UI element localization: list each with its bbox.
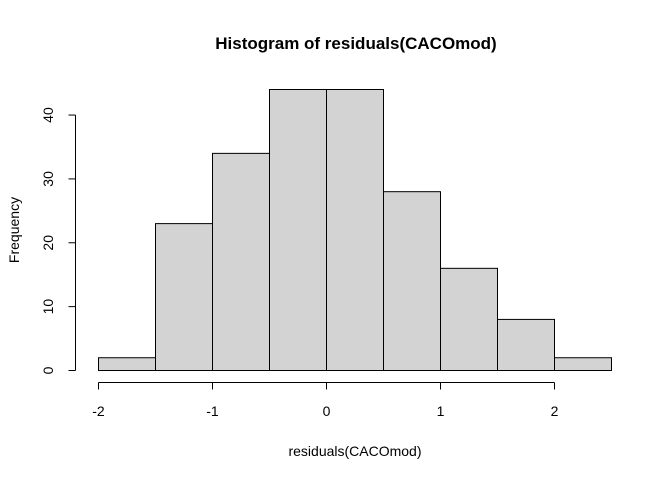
chart-title: Histogram of residuals(CACOmod) — [215, 34, 496, 53]
y-tick-label: 30 — [40, 171, 56, 187]
histogram-bar-9 — [554, 357, 612, 371]
y-axis: 0 10 20 30 40 — [40, 107, 76, 374]
histogram-bar-4 — [269, 89, 327, 371]
x-tick-label: 1 — [437, 403, 445, 419]
y-tick-label: 20 — [40, 235, 56, 251]
y-tick-label: 10 — [40, 299, 56, 315]
x-tick-label: -2 — [92, 403, 105, 419]
histogram-bar-3 — [212, 152, 270, 371]
histogram-bar-7 — [440, 267, 498, 371]
histogram-bar-8 — [497, 318, 555, 371]
histogram-bar-2 — [155, 223, 213, 371]
histogram-bar-1 — [98, 357, 156, 371]
histogram-bar-5 — [326, 89, 384, 371]
y-tick-label: 0 — [40, 366, 56, 374]
y-axis-label: Frequency — [6, 197, 22, 263]
x-axis-label: residuals(CACOmod) — [288, 443, 421, 459]
x-axis: -2 -1 0 1 2 — [92, 382, 559, 419]
bars-group — [98, 89, 612, 371]
x-tick-label: 0 — [323, 403, 331, 419]
x-tick-label: 2 — [551, 403, 559, 419]
x-tick-label: -1 — [206, 403, 219, 419]
histogram-bar-6 — [383, 191, 441, 371]
y-tick-label: 40 — [40, 107, 56, 123]
